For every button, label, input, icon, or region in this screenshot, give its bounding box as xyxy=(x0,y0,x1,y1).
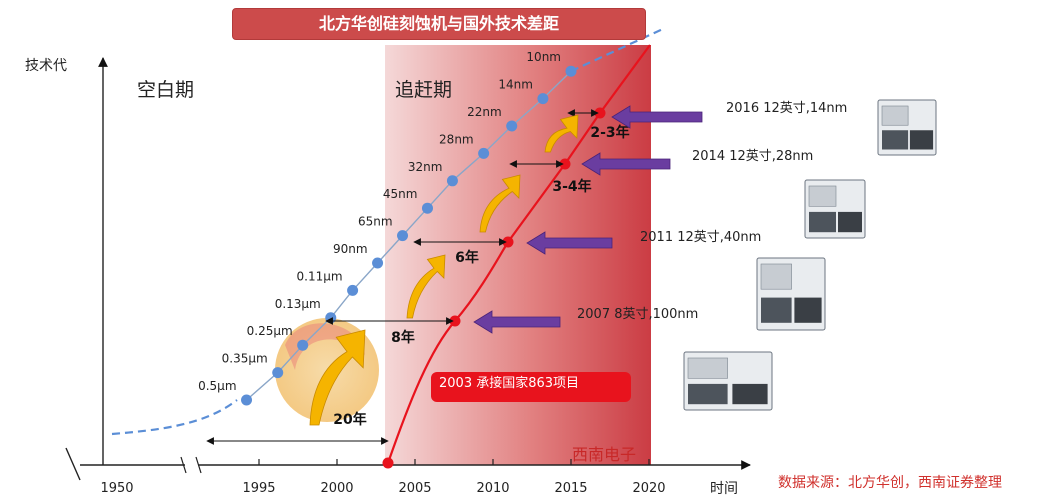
equipment-2007 xyxy=(683,351,773,411)
foreign-series: 0.5μm 0.35μm 0.25μm 0.13μm 0.11μm 90nm 65nm 45n… xyxy=(111,27,666,436)
foreign-point-label: 10nm xyxy=(526,50,561,64)
equipment-module xyxy=(732,383,768,405)
gap-label: 6年 xyxy=(455,249,479,266)
milestone-label: 2014 12英寸,28nm xyxy=(692,149,813,164)
equipment-base xyxy=(688,383,728,405)
foreign-point xyxy=(565,65,577,77)
foreign-point-label: 0.11μm xyxy=(297,269,343,283)
x-tick-label-2000: 2000 xyxy=(320,481,353,496)
equipment-base xyxy=(761,297,792,323)
chart-title: 北方华创硅刻蚀机与国外技术差距 xyxy=(232,8,646,40)
foreign-point-label: 14nm xyxy=(498,78,533,92)
gap-markers: 20年 8年 6年 3-4年 2-3年 xyxy=(206,109,630,445)
foreign-extension xyxy=(570,27,666,73)
x-axis-label: 时间 xyxy=(710,481,738,497)
foreign-point-label: 22nm xyxy=(467,105,502,119)
x-axis-break-1 xyxy=(65,447,81,481)
gap-label: 3-4年 xyxy=(552,178,591,195)
foreign-point xyxy=(421,202,433,214)
x-tick-label-2020: 2020 xyxy=(632,481,665,496)
equipment-module xyxy=(909,130,934,150)
x-axis-break-3 xyxy=(195,456,202,474)
foreign-point xyxy=(372,257,384,269)
x-tick-label-2010: 2010 xyxy=(476,481,509,496)
foreign-point xyxy=(272,367,284,379)
foreign-point-label: 90nm xyxy=(333,242,368,256)
foreign-point xyxy=(537,93,549,105)
foreign-lead-in xyxy=(111,399,238,436)
foreign-point xyxy=(446,175,458,187)
x-ticks: 1950 1995 2000 2005 2010 2015 2020 xyxy=(100,459,666,496)
phase-catch-up: 追赶期 xyxy=(395,79,453,101)
equipment-panel xyxy=(808,185,837,207)
domestic-point xyxy=(382,457,394,469)
equipment-module xyxy=(838,211,862,233)
catch-up-arrow xyxy=(309,329,366,426)
foreign-point-label: 65nm xyxy=(358,215,393,229)
equipment-2011 xyxy=(756,257,826,331)
milestone-arrow xyxy=(611,105,703,129)
milestone-arrow xyxy=(526,231,613,255)
foreign-point-label: 0.25μm xyxy=(247,324,293,338)
catch-up-arrow xyxy=(544,114,579,153)
catch-up-band xyxy=(385,45,651,465)
foreign-point-label: 0.5μm xyxy=(198,379,236,393)
milestone-label: 2011 12英寸,40nm xyxy=(640,230,761,245)
foreign-point-label: 45nm xyxy=(383,187,418,201)
foreign-point-label: 28nm xyxy=(439,132,474,146)
x-axis-break-2 xyxy=(180,456,187,474)
foreign-point-label: 0.13μm xyxy=(275,297,321,311)
gap-label: 2-3年 xyxy=(590,124,629,141)
foreign-point xyxy=(347,284,359,296)
source-note: 数据来源：北方华创，西南证券整理 xyxy=(778,475,1002,491)
x-tick-label-1995: 1995 xyxy=(242,481,275,496)
foreign-point xyxy=(478,147,490,159)
brand-watermark: 西南电子 xyxy=(572,445,637,464)
milestone-arrow xyxy=(581,152,671,176)
annotation-2003: 2003 承接国家863项目 xyxy=(431,372,631,402)
foreign-point-label: 0.35μm xyxy=(222,352,268,366)
foreign-point-label: 32nm xyxy=(408,160,443,174)
equipment-panel xyxy=(760,263,792,290)
foreign-point xyxy=(241,394,253,406)
foreign-point xyxy=(506,120,518,132)
foreign-point xyxy=(325,312,337,324)
milestone-label: 2016 12英寸,14nm xyxy=(726,101,847,116)
gap-label: 20年 xyxy=(333,411,366,428)
equipment-2014 xyxy=(804,179,866,239)
foreign-point xyxy=(297,339,309,351)
equipment-panel xyxy=(687,357,728,379)
x-tick-label-2015: 2015 xyxy=(554,481,587,496)
milestone-label: 2007 8英寸,100nm xyxy=(577,307,698,322)
catch-up-arrow xyxy=(479,174,521,233)
milestone-arrow xyxy=(473,310,561,334)
equipment-base xyxy=(882,130,909,150)
x-tick-label-1950: 1950 xyxy=(100,481,133,496)
phase-blank: 空白期 xyxy=(137,79,195,101)
milestone-arrows: 2016 12英寸,14nm 2014 12英寸,28nm 2011 12英寸,40… xyxy=(473,101,847,334)
equipment-base xyxy=(809,211,836,233)
catch-up-arrow xyxy=(406,254,446,319)
gap-label: 8年 xyxy=(391,329,415,346)
equipment-images xyxy=(683,99,937,411)
y-axis-label: 技术代 xyxy=(25,58,67,74)
equipment-2016 xyxy=(877,99,937,156)
equipment-panel xyxy=(881,105,909,126)
x-tick-label-2005: 2005 xyxy=(398,481,431,496)
foreign-point xyxy=(397,230,409,242)
equipment-module xyxy=(794,297,822,323)
